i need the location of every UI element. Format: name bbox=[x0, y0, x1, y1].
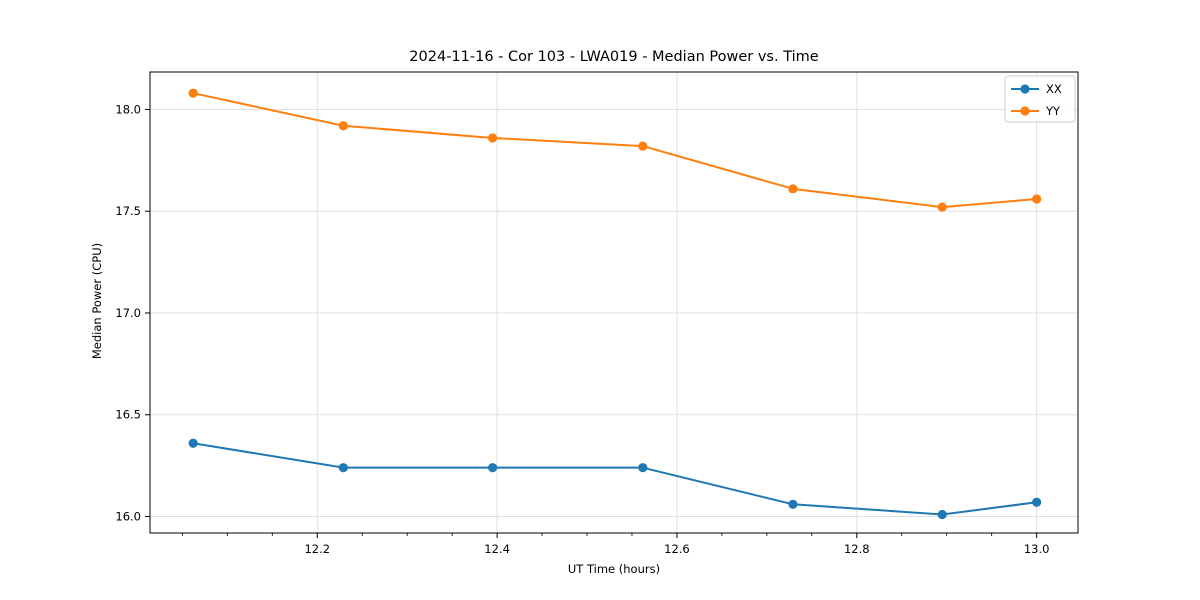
data-point-marker bbox=[188, 438, 198, 448]
y-axis-ticks: 16.0 16.5 17.0 17.5 18.0 bbox=[115, 102, 150, 524]
series-YY bbox=[188, 88, 1042, 212]
y-axis-label: Median Power (CPU) bbox=[90, 242, 104, 360]
legend-marker-sample bbox=[1020, 106, 1030, 116]
data-point-marker bbox=[338, 121, 348, 131]
y-tick-label: 16.5 bbox=[115, 408, 141, 422]
data-point-marker bbox=[488, 463, 498, 473]
axes-spines bbox=[149, 71, 1079, 534]
data-point-marker bbox=[788, 499, 798, 509]
data-point-marker bbox=[937, 202, 947, 212]
data-point-marker bbox=[638, 141, 648, 151]
x-tick-label: 12.6 bbox=[664, 542, 690, 556]
data-point-marker bbox=[788, 184, 798, 194]
series-XX-line bbox=[192, 442, 1038, 516]
x-tick-label: 12.8 bbox=[844, 542, 870, 556]
x-tick-label: 12.4 bbox=[484, 542, 510, 556]
x-tick-label: 12.2 bbox=[304, 542, 330, 556]
chart-title: 2024-11-16 - Cor 103 - LWA019 - Median P… bbox=[409, 49, 819, 65]
data-point-marker bbox=[1032, 194, 1042, 204]
series-XX bbox=[188, 438, 1042, 520]
data-point-marker bbox=[188, 88, 198, 98]
x-tick-label: 13.0 bbox=[1024, 542, 1050, 556]
legend-marker-sample bbox=[1020, 84, 1030, 94]
legend-entry-label: YY bbox=[1045, 104, 1061, 118]
y-tick-label: 17.5 bbox=[115, 204, 141, 218]
x-axis-minor-ticks bbox=[181, 533, 993, 536]
y-tick-label: 18.0 bbox=[115, 102, 141, 116]
legend: XX YY bbox=[1004, 75, 1076, 123]
legend-entry-label: XX bbox=[1046, 82, 1062, 96]
data-point-marker bbox=[338, 463, 348, 473]
grid-lines bbox=[150, 72, 1078, 533]
data-point-marker bbox=[638, 463, 648, 473]
series-YY-line bbox=[192, 92, 1038, 209]
x-axis-label: UT Time (hours) bbox=[567, 562, 661, 576]
data-point-marker bbox=[1032, 497, 1042, 507]
legend-box bbox=[1004, 75, 1076, 123]
data-point-marker bbox=[937, 509, 947, 520]
data-point-marker bbox=[488, 133, 498, 143]
x-axis-ticks: 12.2 12.4 12.6 12.8 13.0 bbox=[304, 533, 1049, 556]
y-tick-label: 17.0 bbox=[115, 306, 141, 320]
y-tick-label: 16.0 bbox=[115, 510, 141, 524]
